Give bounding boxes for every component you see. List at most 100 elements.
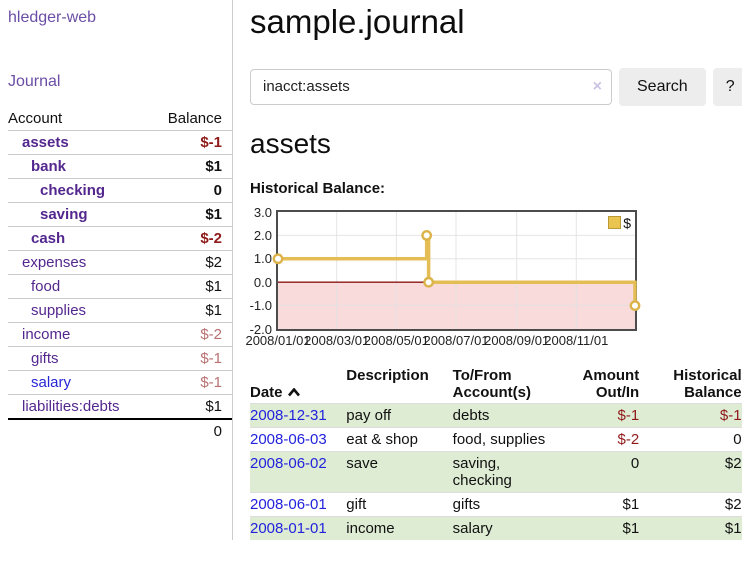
accounts-total: 0	[213, 423, 222, 440]
chart-x-axis: 2008/01/01 2008/03/01 2008/05/01 2008/07/01…	[245, 331, 639, 349]
legend-label: $	[623, 214, 631, 231]
account-row: liabilities:debts $1	[8, 394, 232, 420]
x-tick-label: 2008/07/01	[423, 332, 489, 348]
register-header-row: Date Description To/From Account(s) Amou…	[250, 365, 742, 404]
register-header-date[interactable]: Date	[250, 365, 346, 404]
account-balance: $-1	[200, 350, 222, 367]
main-content: sample.journal × Search ? assets Histori…	[233, 0, 742, 540]
register-table: Date Description To/From Account(s) Amou…	[250, 365, 742, 540]
account-row: gifts $-1	[8, 346, 232, 371]
x-tick-label: 2008/05/01	[363, 332, 429, 348]
y-tick-label: 2.0	[253, 227, 272, 243]
transaction-balance: $2	[724, 454, 742, 472]
transaction-date-link[interactable]: 2008-12-31	[250, 406, 327, 424]
transaction-description: save	[346, 454, 378, 472]
transaction-balance: $1	[724, 519, 742, 537]
transaction-amount: $1	[622, 495, 640, 513]
account-balance: $2	[205, 254, 222, 271]
chart-plot	[272, 209, 641, 331]
account-balance: 0	[213, 182, 222, 199]
account-link-checking[interactable]: checking	[40, 182, 106, 199]
transaction-date-link[interactable]: 2008-06-01	[250, 495, 327, 513]
accounts-header-account: Account	[8, 110, 63, 127]
sidebar-item-journal[interactable]: Journal	[8, 73, 61, 90]
transaction-accounts: food, supplies	[452, 430, 546, 448]
accounts-total-row: 0	[8, 419, 232, 443]
app-layout: hledger-web Journal Account Balance asse…	[8, 0, 742, 540]
register-header-balance: Historical Balance	[673, 366, 742, 401]
account-row: salary $-1	[8, 370, 232, 395]
y-tick-label: 3.0	[253, 204, 272, 220]
account-balance: $-2	[200, 326, 222, 343]
account-link-income[interactable]: income	[22, 326, 71, 343]
account-balance: $1	[205, 398, 222, 415]
x-tick-label: 2008/01/01	[245, 332, 311, 348]
register-header-description: Description	[346, 366, 429, 384]
x-tick-label: 2008/11/01	[544, 332, 609, 348]
transaction-description: income	[346, 519, 395, 537]
historical-balance-chart: 3.0 2.0 1.0 0.0 -1.0 -2.0 $	[249, 206, 742, 336]
accounts-table: Account Balance assets $-1 bank $1 check…	[8, 107, 232, 443]
chart-legend: $	[608, 215, 631, 231]
sort-ascending-icon[interactable]	[287, 384, 301, 401]
account-balance: $1	[205, 206, 222, 223]
account-balance: $1	[205, 158, 222, 175]
account-row: assets $-1	[8, 130, 232, 155]
brand-link[interactable]: hledger-web	[8, 9, 97, 26]
account-row: supplies $1	[8, 298, 232, 323]
search-button[interactable]: Search	[619, 67, 706, 106]
account-row: income $-2	[8, 322, 232, 347]
transaction-description: gift	[346, 495, 367, 513]
account-link-food[interactable]: food	[31, 278, 61, 295]
account-title: assets	[250, 127, 331, 159]
chart-y-axis: 3.0 2.0 1.0 0.0 -1.0 -2.0	[249, 206, 276, 336]
account-link-cash[interactable]: cash	[31, 230, 66, 247]
register-row: 2008-06-03 eat & shop food, supplies $-2…	[250, 427, 742, 451]
account-balance: $-2	[200, 230, 222, 247]
search-form: × Search ?	[250, 67, 742, 106]
transaction-amount: $-1	[617, 406, 640, 424]
transaction-amount: $-2	[617, 430, 640, 448]
account-link-expenses[interactable]: expenses	[22, 254, 87, 271]
account-row: bank $1	[8, 154, 232, 179]
transaction-description: pay off	[346, 406, 392, 424]
transaction-balance: 0	[733, 430, 742, 448]
y-tick-label: -1.0	[249, 298, 272, 314]
account-link-saving[interactable]: saving	[40, 206, 88, 223]
register-row: 2008-06-01 gift gifts $1 $2	[250, 492, 742, 516]
account-link-gifts[interactable]: gifts	[31, 350, 59, 367]
account-link-liabilities-debts[interactable]: liabilities:debts	[22, 398, 120, 415]
transaction-amount: $1	[622, 519, 640, 537]
chart-plot-area: $	[272, 209, 641, 331]
transaction-date-link[interactable]: 2008-06-02	[250, 454, 327, 472]
transaction-accounts: salary	[452, 519, 493, 537]
transaction-date-link[interactable]: 2008-06-03	[250, 430, 327, 448]
account-link-assets[interactable]: assets	[22, 134, 69, 151]
account-balance: $-1	[200, 134, 222, 151]
account-balance: $-1	[200, 374, 222, 391]
search-input[interactable]	[250, 68, 612, 105]
y-tick-label: 0.0	[253, 274, 272, 290]
account-row: checking 0	[8, 178, 232, 203]
register-header-tofrom: To/From Account(s)	[452, 366, 532, 401]
transaction-accounts: debts	[452, 406, 490, 424]
page-title: sample.journal	[250, 3, 465, 40]
account-balance: $1	[205, 278, 222, 295]
account-link-supplies[interactable]: supplies	[31, 302, 87, 319]
register-row: 2008-01-01 income salary $1 $1	[250, 516, 742, 540]
y-tick-label: 1.0	[253, 251, 272, 267]
account-row: expenses $2	[8, 250, 232, 275]
account-link-bank[interactable]: bank	[31, 158, 67, 175]
y-tick-label: -2.0	[249, 321, 272, 337]
register-row: 2008-12-31 pay off debts $-1 $-1	[250, 403, 742, 428]
transaction-date-link[interactable]: 2008-01-01	[250, 519, 327, 537]
account-link-salary[interactable]: salary	[31, 374, 72, 391]
account-balance: $1	[205, 302, 222, 319]
x-tick-label: 2008/03/01	[304, 332, 370, 348]
transaction-balance: $2	[724, 495, 742, 513]
help-button[interactable]: ?	[712, 67, 742, 106]
account-row: saving $1	[8, 202, 232, 227]
register-header-amount: Amount Out/In	[582, 366, 640, 401]
clear-search-icon[interactable]: ×	[592, 77, 602, 95]
transaction-balance: $-1	[719, 406, 742, 424]
